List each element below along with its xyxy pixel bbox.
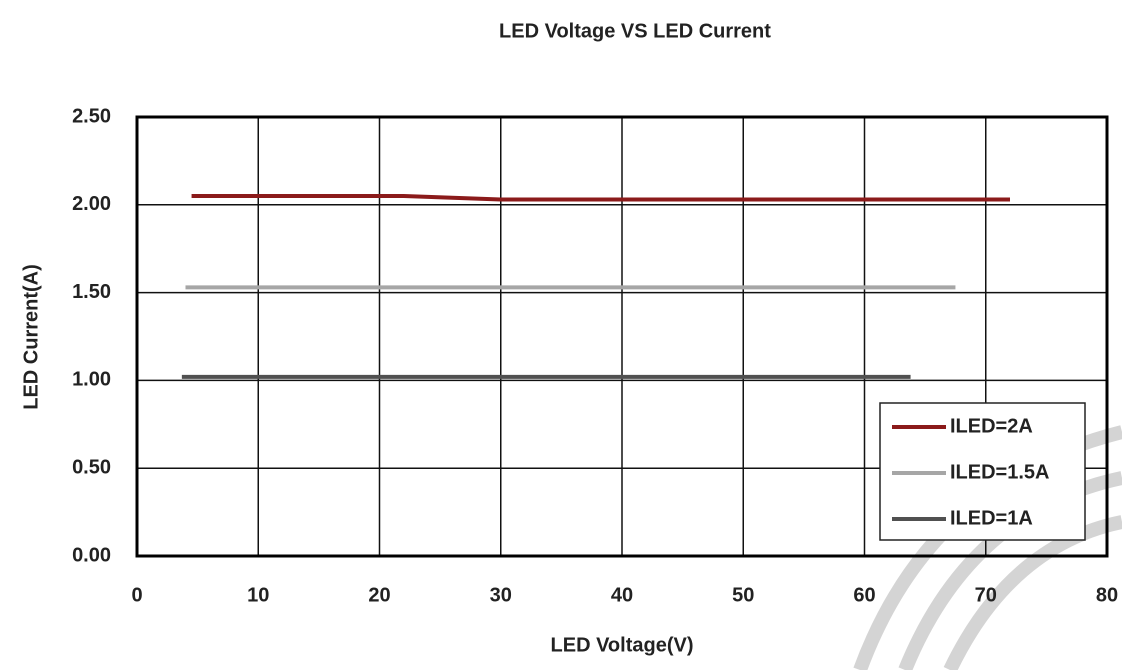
plot-frame (135, 115, 1109, 558)
x-tick-label: 0 (131, 584, 142, 606)
legend-label: ILED=1.5A (950, 461, 1049, 483)
x-tick-label: 10 (247, 584, 269, 606)
y-tick-label: 0.50 (72, 456, 111, 478)
x-tick-label: 40 (611, 584, 633, 606)
x-axis-label: LED Voltage(V) (551, 634, 694, 656)
y-tick-label: 0.00 (72, 544, 111, 566)
x-tick-label: 70 (975, 584, 997, 606)
y-axis-label: LED Current(A) (20, 264, 42, 410)
x-tick-label: 50 (732, 584, 754, 606)
x-tick-label: 30 (490, 584, 512, 606)
y-tick-label: 1.00 (72, 369, 111, 391)
legend-label: ILED=2A (950, 415, 1033, 437)
x-tick-label: 80 (1096, 584, 1118, 606)
y-tick-label: 1.50 (72, 281, 111, 303)
y-tick-label: 2.00 (72, 193, 111, 215)
series-line (191, 194, 1010, 202)
y-tick-label: 2.50 (72, 105, 111, 127)
legend-label: ILED=1A (950, 507, 1033, 529)
x-tick-label: 60 (853, 584, 875, 606)
x-tick-label: 20 (368, 584, 390, 606)
chart-title: LED Voltage VS LED Current (499, 20, 771, 42)
